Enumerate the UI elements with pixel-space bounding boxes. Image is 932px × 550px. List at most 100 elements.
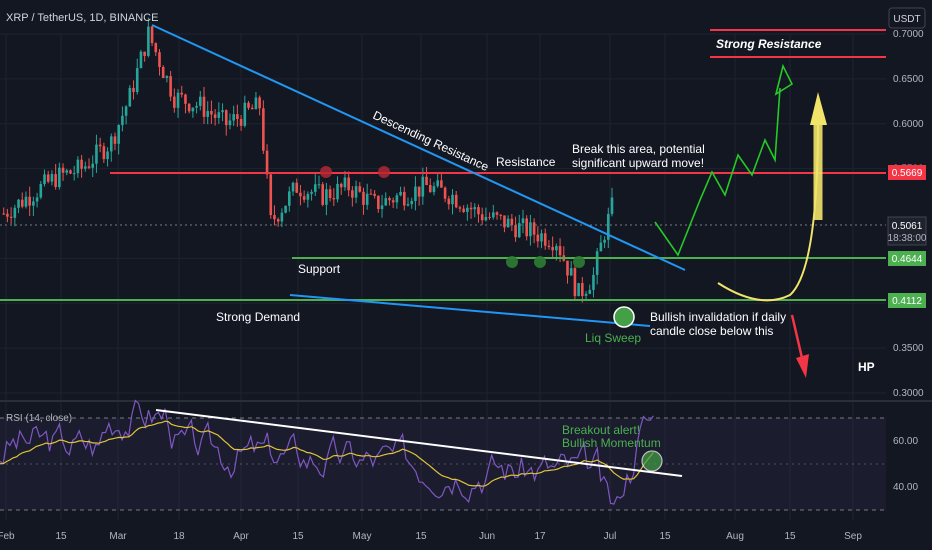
candle-body [269, 174, 273, 216]
candle-body [454, 194, 458, 208]
candle-body [440, 180, 443, 188]
candle-body [17, 199, 20, 208]
candle-body [447, 198, 451, 205]
resistance-price-tag [888, 165, 926, 180]
candle-body [517, 223, 521, 238]
candle-body [388, 198, 391, 201]
candle-body [402, 191, 406, 206]
candle-body [91, 163, 95, 168]
invalidation-note-line2: candle close below this [650, 324, 773, 338]
time-tick: 15 [784, 531, 796, 542]
descending-resistance-trendline [151, 24, 686, 271]
break-note-line1: Break this area, potential [572, 142, 705, 156]
candle-body [391, 200, 395, 203]
candle-body [343, 177, 347, 188]
time-tick: 17 [534, 531, 546, 542]
candle-body [132, 87, 135, 93]
candle-body [347, 177, 350, 191]
candle-body [135, 68, 139, 93]
candle-body [417, 186, 421, 197]
candle-body [592, 274, 595, 290]
candle-body [80, 159, 83, 169]
candle-body [210, 110, 213, 115]
candle-body [555, 246, 558, 251]
candle-body [102, 146, 106, 160]
candle-body [362, 191, 365, 205]
candle-body [462, 208, 465, 212]
candle-body [72, 173, 76, 175]
candle-body [499, 214, 503, 216]
candle-body [414, 186, 417, 201]
candle-body [143, 51, 146, 56]
candle-body [532, 222, 536, 235]
resistance-price-tag-text: 0.5669 [892, 168, 923, 179]
candle-body [9, 216, 13, 218]
candle-body [169, 76, 172, 97]
candle-body [436, 180, 439, 187]
hp-logo: HP [858, 360, 875, 374]
candle-body [313, 184, 317, 192]
liq-sweep-label: Liq Sweep [585, 331, 641, 345]
candle-body [217, 112, 221, 118]
rsi-tick-40: 40.00 [893, 482, 918, 493]
candle-body [395, 195, 399, 203]
candle-body [258, 97, 261, 109]
candle-body [358, 186, 362, 192]
candle-body [187, 103, 191, 112]
candle-body [484, 216, 488, 221]
candle-body [54, 174, 57, 188]
candle-body [365, 193, 369, 205]
candle-body [147, 26, 150, 56]
rsi-label: RSI (14, close) [6, 413, 72, 424]
currency-button[interactable] [888, 7, 926, 29]
candle-body [466, 207, 469, 212]
candle-body [332, 198, 336, 200]
candle-body [32, 201, 35, 206]
candle-body [473, 207, 477, 210]
rsi-alert-line2: Bullish Momentum [562, 436, 661, 450]
candle-body [606, 213, 610, 240]
candle-body [195, 105, 198, 108]
candle-body [121, 115, 124, 126]
candle-body [603, 239, 606, 243]
candle-body [95, 144, 98, 164]
candle-body [510, 218, 514, 226]
candle-body [154, 43, 158, 53]
candle-body [76, 159, 80, 174]
demand-price-tag [888, 293, 926, 308]
time-tick: 15 [55, 531, 67, 542]
candle-body [299, 192, 302, 197]
candle-body [213, 114, 217, 118]
candle-body [117, 125, 120, 144]
time-tick: May [353, 531, 372, 542]
candle-body [495, 212, 499, 215]
candle-body [191, 107, 195, 112]
liq-sweep-marker [613, 306, 635, 328]
support-marker-1 [506, 256, 518, 268]
price-tick: 0.3500 [893, 343, 924, 354]
candle-body [377, 195, 380, 209]
candle-body [551, 247, 554, 251]
candle-body [328, 189, 332, 199]
candle-body [310, 191, 313, 194]
candle-body [84, 166, 87, 169]
rsi-trendline [155, 409, 683, 477]
time-tick: Feb [0, 531, 15, 542]
candle-body [284, 205, 287, 213]
candle-body [262, 108, 265, 151]
candle-body [317, 184, 321, 186]
candle-body [276, 219, 280, 222]
candle-body [354, 186, 358, 198]
rejection-marker-2 [378, 166, 390, 178]
break-note-line2: significant upward move! [572, 156, 704, 170]
last-price-tag-text: 0.5061 [892, 221, 923, 232]
candle-body [184, 94, 187, 104]
down-arrow-icon [796, 354, 809, 378]
candle-body [610, 197, 614, 214]
down-arrow-shaft [790, 314, 804, 359]
rsi-alert-line1: Breakout alert! [562, 423, 640, 437]
candle-body [239, 119, 243, 126]
time-tick: Sep [844, 531, 862, 542]
candle-body [291, 182, 295, 192]
